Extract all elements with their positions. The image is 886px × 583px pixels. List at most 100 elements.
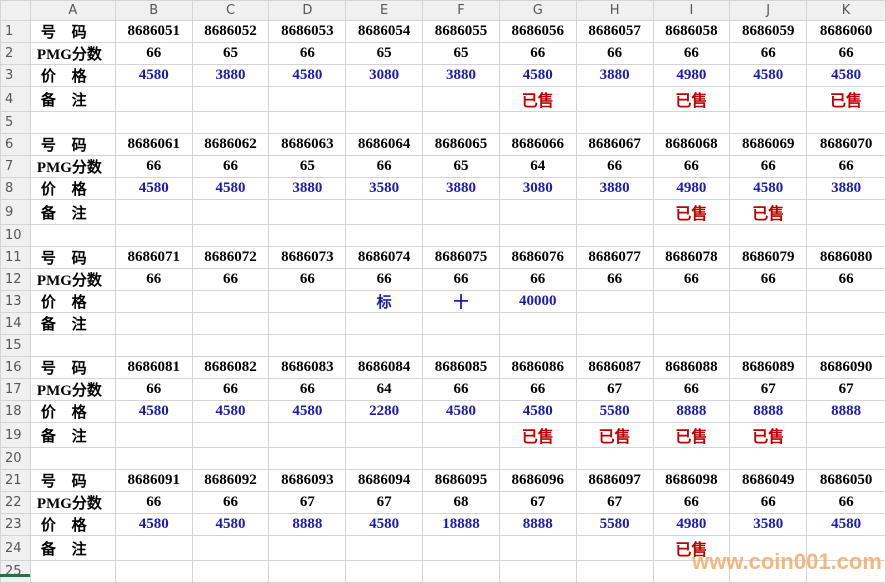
price-cell[interactable]: 4580 [806, 513, 886, 536]
remark-cell[interactable] [345, 422, 424, 448]
row-label-cell[interactable] [29, 560, 116, 583]
score-cell[interactable]: 65 [422, 155, 500, 178]
score-cell[interactable]: 66 [729, 42, 808, 65]
row-header[interactable]: 4 [0, 86, 31, 112]
blank-cell[interactable] [575, 224, 654, 247]
row-header[interactable]: 20 [0, 447, 31, 470]
row-header[interactable]: 21 [0, 469, 31, 492]
remark-cell[interactable] [114, 312, 193, 335]
price-cell[interactable]: 4580 [498, 400, 577, 423]
remark-cell[interactable] [268, 535, 347, 561]
num-cell[interactable]: 8686070 [806, 133, 886, 156]
remark-cell[interactable]: 已售 [652, 86, 731, 112]
remark-cell[interactable] [806, 312, 886, 335]
blank-cell[interactable] [345, 224, 424, 247]
num-cell[interactable]: 8686064 [345, 133, 424, 156]
price-cell[interactable]: 4580 [191, 177, 270, 200]
blank-cell[interactable] [652, 334, 731, 357]
remark-cell[interactable] [575, 199, 654, 225]
score-cell[interactable]: 66 [652, 491, 731, 514]
column-header-h[interactable]: H [575, 0, 654, 21]
remark-cell[interactable] [268, 312, 347, 335]
price-cell[interactable]: 18888 [422, 513, 500, 536]
price-cell[interactable] [806, 290, 886, 313]
score-cell[interactable]: 67 [729, 378, 808, 401]
row-header[interactable]: 11 [0, 246, 31, 269]
column-header-e[interactable]: E [345, 0, 424, 21]
row-header[interactable]: 14 [0, 312, 31, 335]
row-label-cell[interactable] [29, 334, 116, 357]
score-cell[interactable]: 66 [575, 155, 654, 178]
row-label-cell[interactable]: PMG分数 [29, 491, 116, 514]
num-cell[interactable]: 8686052 [191, 20, 270, 43]
num-cell[interactable]: 8686053 [268, 20, 347, 43]
column-header-j[interactable]: J [729, 0, 808, 21]
score-cell[interactable]: 65 [268, 155, 347, 178]
score-cell[interactable]: 66 [652, 268, 731, 291]
num-cell[interactable]: 8686086 [498, 356, 577, 379]
blank-cell[interactable] [268, 224, 347, 247]
price-cell[interactable] [114, 290, 193, 313]
column-header-d[interactable]: D [268, 0, 347, 21]
remark-cell[interactable] [806, 422, 886, 448]
remark-cell[interactable] [191, 199, 270, 225]
row-label-cell[interactable]: 号 码 [29, 20, 116, 43]
num-cell[interactable]: 8686059 [729, 20, 808, 43]
num-cell[interactable]: 8686081 [114, 356, 193, 379]
num-cell[interactable]: 8686069 [729, 133, 808, 156]
num-cell[interactable]: 8686050 [806, 469, 886, 492]
row-label-cell[interactable]: 号 码 [29, 356, 116, 379]
num-cell[interactable]: 8686098 [652, 469, 731, 492]
score-cell[interactable]: 66 [114, 42, 193, 65]
row-header[interactable]: 13 [0, 290, 31, 313]
row-label-cell[interactable]: 备 注 [29, 422, 116, 448]
remark-cell[interactable] [729, 86, 808, 112]
score-cell[interactable]: 67 [268, 491, 347, 514]
remark-cell[interactable] [268, 86, 347, 112]
num-cell[interactable]: 8686058 [652, 20, 731, 43]
price-cell[interactable]: 4580 [114, 400, 193, 423]
num-cell[interactable]: 8686078 [652, 246, 731, 269]
blank-cell[interactable] [498, 334, 577, 357]
remark-cell[interactable] [114, 86, 193, 112]
remark-cell[interactable] [191, 535, 270, 561]
remark-cell[interactable] [345, 312, 424, 335]
blank-cell[interactable] [498, 447, 577, 470]
row-header[interactable]: 16 [0, 356, 31, 379]
column-header-f[interactable]: F [422, 0, 500, 21]
score-cell[interactable]: 66 [268, 268, 347, 291]
blank-cell[interactable] [191, 334, 270, 357]
remark-cell[interactable]: 已售 [652, 422, 731, 448]
column-header-a[interactable]: A [29, 0, 116, 21]
column-header-i[interactable]: I [652, 0, 731, 21]
blank-cell[interactable] [114, 560, 193, 583]
column-header-c[interactable]: C [191, 0, 270, 21]
row-label-cell[interactable]: 号 码 [29, 246, 116, 269]
blank-cell[interactable] [575, 111, 654, 134]
remark-cell[interactable]: 已售 [729, 199, 808, 225]
num-cell[interactable]: 8686089 [729, 356, 808, 379]
score-cell[interactable]: 65 [422, 42, 500, 65]
remark-cell[interactable] [422, 199, 500, 225]
num-cell[interactable]: 8686093 [268, 469, 347, 492]
blank-cell[interactable] [345, 334, 424, 357]
row-label-cell[interactable]: PMG分数 [29, 268, 116, 291]
blank-cell[interactable] [191, 560, 270, 583]
price-cell[interactable]: 4580 [114, 177, 193, 200]
remark-cell[interactable] [498, 312, 577, 335]
num-cell[interactable]: 8686056 [498, 20, 577, 43]
price-cell[interactable]: 标 [345, 290, 424, 313]
row-header[interactable]: 9 [0, 199, 31, 225]
blank-cell[interactable] [191, 111, 270, 134]
select-all-corner[interactable] [0, 0, 31, 21]
blank-cell[interactable] [268, 560, 347, 583]
price-cell[interactable]: 40000 [498, 290, 577, 313]
num-cell[interactable]: 8686088 [652, 356, 731, 379]
blank-cell[interactable] [422, 560, 500, 583]
num-cell[interactable]: 8686062 [191, 133, 270, 156]
blank-cell[interactable] [422, 447, 500, 470]
remark-cell[interactable] [191, 422, 270, 448]
score-cell[interactable]: 66 [191, 155, 270, 178]
row-header[interactable]: 22 [0, 491, 31, 514]
row-label-cell[interactable] [29, 447, 116, 470]
